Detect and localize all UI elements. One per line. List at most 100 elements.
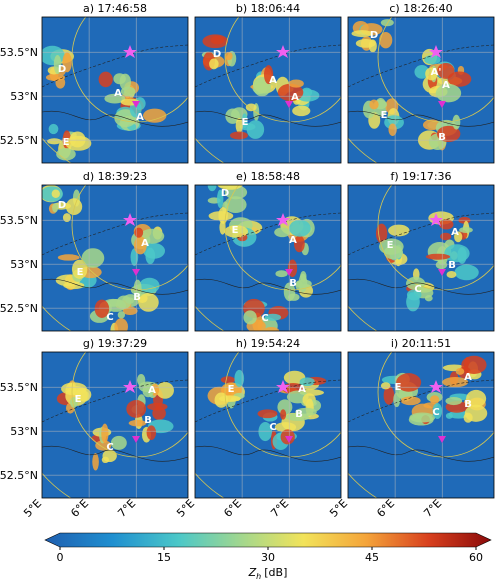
- cell-label: E: [63, 137, 70, 148]
- cell-label: B: [448, 260, 456, 271]
- cell-label: D: [221, 188, 229, 199]
- map-panel: E A B Ch) 19:54:24 5°E 6°E 7°E: [174, 337, 342, 520]
- lon-label: 6°E: [374, 497, 397, 520]
- site-triangle: [438, 101, 446, 108]
- map-panel: E A B Cg) 19:37:29 53.5°N 53°N 52.5°N 5°E 6°E 7°E: [0, 337, 189, 520]
- lat-label: 53°N: [10, 258, 38, 271]
- echo: [220, 376, 236, 384]
- colorbar: [44, 532, 492, 548]
- echo: [424, 55, 441, 65]
- cell-label: B: [438, 132, 446, 143]
- map-content: [195, 185, 341, 331]
- echo: [52, 203, 59, 213]
- echo: [289, 219, 311, 237]
- subscript: h: [256, 572, 261, 581]
- lat-label: 52.5°N: [0, 134, 38, 147]
- cell-label: C: [106, 312, 113, 323]
- echo: [388, 123, 397, 137]
- echo: [445, 412, 453, 419]
- echo: [51, 189, 60, 198]
- map-content: [195, 352, 341, 498]
- site-triangle: [285, 101, 293, 108]
- colorbar-label: Zh [dB]: [248, 566, 288, 581]
- echo: [156, 381, 174, 399]
- echo: [447, 71, 472, 87]
- echo: [48, 123, 59, 135]
- map-panel: D E A B Ce) 18:58:48: [194, 170, 342, 332]
- echo: [432, 402, 443, 420]
- site-triangle: [285, 436, 293, 443]
- panel-frame: [41, 351, 189, 499]
- site-triangle: [132, 436, 140, 443]
- border: [195, 110, 341, 127]
- colorbar-tick-label: 15: [157, 551, 171, 564]
- echo: [355, 38, 376, 48]
- echo: [142, 108, 167, 123]
- echo: [436, 125, 461, 142]
- coast: [348, 44, 494, 88]
- echo: [464, 404, 488, 422]
- echo: [219, 395, 241, 403]
- cell-label: A: [442, 80, 450, 91]
- echo: [94, 299, 110, 318]
- lon-label: 7°E: [268, 497, 291, 520]
- echo: [234, 369, 245, 387]
- panel-frame: [194, 184, 342, 332]
- echo: [145, 247, 156, 265]
- echo: [101, 423, 109, 444]
- echo: [65, 198, 83, 215]
- panel-frame: [347, 16, 495, 164]
- coast: [348, 212, 494, 256]
- cell-label: A: [148, 385, 156, 396]
- panel-title: a) 17:46:58: [83, 2, 147, 15]
- echo: [235, 118, 243, 133]
- border: [42, 110, 188, 127]
- map-content: [195, 17, 341, 163]
- echo: [429, 395, 440, 405]
- echo: [459, 226, 473, 234]
- echo: [246, 120, 265, 139]
- radar-star: [429, 213, 443, 226]
- echo: [425, 67, 438, 81]
- radar-star: [429, 45, 443, 58]
- cell-label: E: [395, 382, 402, 393]
- echo: [225, 108, 240, 124]
- map-panel: D A E B Cd) 18:39:23 53.5°N 53°N 52.5°N: [0, 170, 189, 332]
- unit: [dB]: [264, 566, 287, 579]
- echo: [445, 396, 463, 406]
- echo: [134, 227, 144, 238]
- border: [195, 278, 341, 295]
- cell-label: E: [381, 110, 388, 121]
- echo: [295, 407, 317, 417]
- cell-label: C: [269, 422, 276, 433]
- site-triangle: [285, 269, 293, 276]
- lon-label: 6°E: [221, 497, 244, 520]
- border: [348, 278, 494, 295]
- echo: [379, 31, 393, 49]
- echo: [263, 65, 274, 85]
- echo: [461, 355, 487, 374]
- panel-frame: [347, 184, 495, 332]
- site-triangle: [132, 269, 140, 276]
- echo: [457, 246, 467, 264]
- echo: [294, 235, 305, 253]
- echo: [92, 453, 99, 471]
- echo: [369, 99, 379, 110]
- cell-label: A: [141, 238, 149, 249]
- echo: [98, 71, 113, 88]
- echo: [446, 270, 457, 279]
- lat-label: 53.5°N: [0, 46, 38, 59]
- echo: [439, 219, 454, 230]
- echo: [280, 409, 287, 420]
- echo: [287, 293, 300, 301]
- echo: [292, 105, 311, 117]
- echo: [47, 138, 62, 145]
- cell-label: D: [213, 49, 221, 60]
- border: [42, 445, 188, 462]
- panel-frame: [194, 16, 342, 164]
- echo: [53, 55, 62, 74]
- site-triangle: [132, 101, 140, 108]
- echo: [409, 412, 436, 423]
- echo: [440, 232, 452, 241]
- lat-label: 53.5°N: [0, 381, 38, 394]
